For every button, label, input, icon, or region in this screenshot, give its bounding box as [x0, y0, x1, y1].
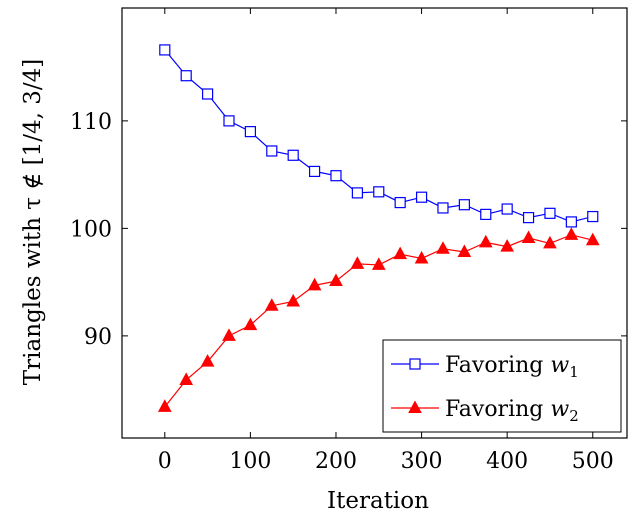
series-2-point: [200, 354, 215, 367]
series-2-point: [564, 227, 579, 240]
series-1-point: [180, 70, 192, 82]
legend-entry-1: Favoring w1: [391, 353, 579, 381]
series-2-point: [350, 256, 365, 269]
series-2-point: [585, 232, 600, 246]
x-tick-label: 300: [401, 449, 443, 474]
series-1-point: [373, 186, 385, 198]
legend: Favoring w1 Favoring w2: [382, 339, 622, 433]
plot-frame: [121, 7, 628, 439]
x-tick-label: 500: [572, 449, 614, 474]
y-axis-title: Triangles with τ ∉ [1/4, 3/4]: [20, 59, 46, 385]
series-1-point: [587, 210, 599, 223]
y-tick-label: 100: [70, 217, 112, 242]
series-2-point: [436, 241, 450, 254]
series-1-point: [266, 145, 278, 157]
series-2-point: [478, 234, 493, 248]
series-2-point: [286, 293, 301, 307]
series-1-point: [501, 203, 513, 215]
series-2-point: [543, 235, 557, 249]
series-2-point: [264, 298, 279, 311]
series-2-point: [222, 328, 236, 341]
legend-entry-2: Favoring w2: [391, 397, 579, 425]
series-1-point: [244, 126, 256, 138]
series-1-point: [415, 191, 428, 203]
series-2-point: [243, 317, 258, 331]
series-2-point: [157, 399, 172, 412]
series-2-point: [179, 372, 194, 385]
series-2-point: [371, 257, 386, 270]
x-tick-label: 0: [158, 449, 172, 474]
series-1-point: [159, 44, 171, 56]
x-tick-label: 200: [315, 449, 357, 474]
x-axis-title: Iteration: [327, 488, 429, 514]
legend-label: Favoring w2: [445, 397, 579, 425]
series-2: [157, 227, 600, 412]
series-1-point: [437, 202, 449, 214]
series-1-point: [351, 187, 363, 199]
series-1-point: [458, 199, 470, 211]
legend-swatch-marker: [408, 400, 422, 413]
series-1-point: [480, 208, 492, 220]
series-1-point: [394, 196, 406, 209]
x-tick-label: 100: [229, 449, 271, 474]
y-tick-label: 110: [70, 110, 112, 135]
x-tick-label: 400: [486, 449, 528, 474]
series-1-point: [522, 212, 535, 224]
series-1-point: [330, 170, 342, 182]
series-2-point: [457, 244, 472, 258]
y-tick-label: 90: [84, 325, 112, 350]
series-1-point: [201, 88, 214, 100]
series-1-point: [544, 207, 556, 219]
series-2-point: [521, 230, 536, 244]
series-2-point: [393, 246, 408, 260]
series-1-point: [287, 149, 299, 161]
legend-label: Favoring w1: [445, 353, 579, 381]
series-1-point: [565, 216, 577, 228]
series-2-point: [307, 277, 322, 291]
series-1-point: [308, 165, 321, 177]
series-1-point: [223, 115, 235, 127]
legend-box: [382, 339, 622, 433]
series-2-point: [500, 239, 515, 252]
series-1: [159, 44, 599, 228]
series-2-point: [329, 273, 343, 287]
legend-swatch-marker: [409, 358, 421, 370]
series-2-point: [414, 250, 429, 264]
